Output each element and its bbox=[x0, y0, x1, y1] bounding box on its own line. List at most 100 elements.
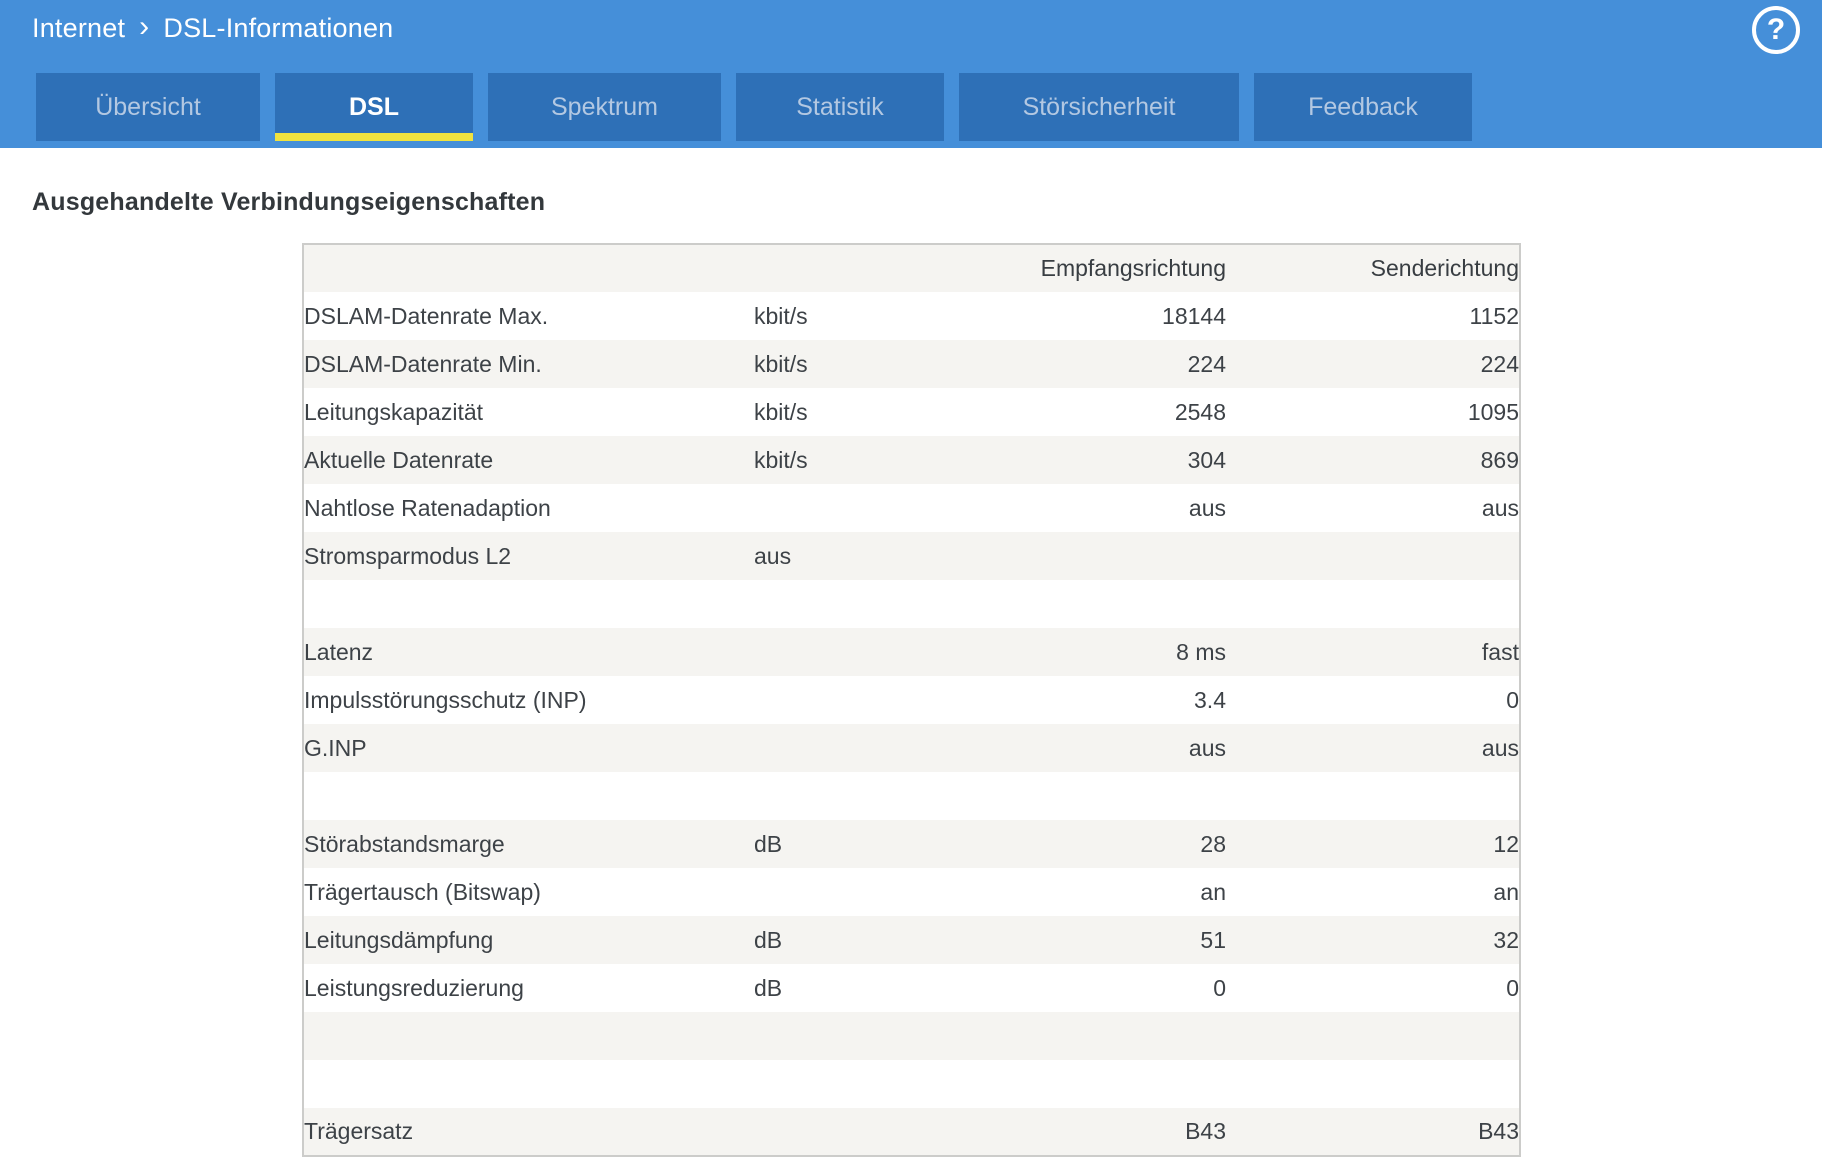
row-unit: dB bbox=[754, 830, 783, 857]
row-value-empfangsrichtung: B43 bbox=[1185, 1118, 1226, 1144]
row-label: DSLAM-Datenrate Min. bbox=[304, 350, 542, 377]
row-spacer-cell bbox=[754, 1060, 954, 1108]
row-label: Leistungsreduzierung bbox=[304, 974, 524, 1001]
spacer-row bbox=[303, 580, 1520, 628]
row-value-senderichtung: 1152 bbox=[1469, 302, 1519, 329]
row-label: Leitungsdämpfung bbox=[304, 926, 494, 953]
tab-dsl[interactable]: DSL bbox=[275, 73, 473, 141]
row-spacer-cell bbox=[303, 772, 754, 820]
row-value-empfangsrichtung bbox=[954, 532, 1226, 580]
row-value-senderichtung: 12 bbox=[1493, 830, 1519, 857]
spacer-row bbox=[303, 1060, 1520, 1108]
row-value-senderichtung: fast bbox=[1481, 638, 1519, 665]
row-value-empfangsrichtung: aus bbox=[1188, 734, 1226, 761]
row-spacer-cell bbox=[954, 1060, 1226, 1108]
row-value-empfangsrichtung: 224 bbox=[1187, 350, 1226, 377]
header-senderichtung: Senderichtung bbox=[1370, 255, 1519, 281]
table-row: Leitungskapazität kbit/s 2548 1095 bbox=[303, 388, 1520, 436]
table-row: Leitungsdämpfung dB 51 32 bbox=[303, 916, 1520, 964]
row-value-empfangsrichtung: 51 bbox=[1200, 926, 1226, 953]
row-value-empfangsrichtung: 3.4 bbox=[1194, 686, 1226, 713]
row-value-empfangsrichtung: 18144 bbox=[1162, 302, 1226, 329]
row-unit bbox=[754, 484, 954, 532]
row-value-empfangsrichtung: an bbox=[1200, 878, 1226, 905]
breadcrumb: Internet › DSL-Informationen bbox=[32, 9, 394, 44]
row-spacer-cell bbox=[1226, 1060, 1520, 1108]
header-empfangsrichtung: Empfangsrichtung bbox=[1040, 255, 1226, 281]
row-value-senderichtung: 1095 bbox=[1467, 398, 1519, 425]
table-row: Trägersatz B43 B43 bbox=[303, 1108, 1520, 1156]
row-value-senderichtung: 0 bbox=[1506, 686, 1519, 713]
header-unit bbox=[754, 244, 954, 292]
top-header: Internet › DSL-Informationen ? Übersicht… bbox=[0, 0, 1822, 148]
row-label: DSLAM-Datenrate Max. bbox=[304, 302, 549, 329]
tab-spektrum[interactable]: Spektrum bbox=[488, 73, 721, 141]
tab-uebersicht[interactable]: Übersicht bbox=[36, 73, 260, 141]
row-label: Trägertausch (Bitswap) bbox=[304, 878, 541, 905]
row-value-senderichtung: B43 bbox=[1478, 1118, 1519, 1144]
row-value-senderichtung: an bbox=[1493, 878, 1519, 905]
row-unit: kbit/s bbox=[754, 398, 808, 425]
row-unit: kbit/s bbox=[754, 302, 808, 329]
row-unit bbox=[754, 1108, 954, 1156]
help-icon[interactable]: ? bbox=[1752, 6, 1800, 54]
row-value-empfangsrichtung: 0 bbox=[1213, 974, 1226, 1001]
row-unit bbox=[754, 868, 954, 916]
row-spacer-cell bbox=[954, 772, 1226, 820]
row-unit: aus bbox=[754, 542, 792, 569]
row-label: G.INP bbox=[304, 734, 367, 761]
breadcrumb-internet[interactable]: Internet bbox=[32, 13, 126, 43]
row-value-senderichtung: aus bbox=[1481, 734, 1519, 761]
tab-bar: Übersicht DSL Spektrum Statistik Störsic… bbox=[36, 73, 1472, 141]
table-row: Impulsstörungsschutz (INP) 3.4 0 bbox=[303, 676, 1520, 724]
row-spacer-cell bbox=[954, 1012, 1226, 1060]
row-spacer-cell bbox=[754, 580, 954, 628]
header-label bbox=[303, 244, 754, 292]
row-spacer-cell bbox=[303, 1060, 754, 1108]
table-row: Leistungsreduzierung dB 0 0 bbox=[303, 964, 1520, 1012]
row-spacer-cell bbox=[1226, 580, 1520, 628]
main-content: Ausgehandelte Verbindungseigenschaften E… bbox=[0, 188, 1822, 1157]
row-spacer-cell bbox=[1226, 1012, 1520, 1060]
row-value-empfangsrichtung: 2548 bbox=[1174, 398, 1226, 425]
row-value-senderichtung: aus bbox=[1481, 494, 1519, 521]
row-value-senderichtung: 0 bbox=[1506, 974, 1519, 1001]
table-row: Nahtlose Ratenadaption aus aus bbox=[303, 484, 1520, 532]
table-header-row: Empfangsrichtung Senderichtung bbox=[303, 244, 1520, 292]
table-row: Störabstandsmarge dB 28 12 bbox=[303, 820, 1520, 868]
tab-stoersicherheit[interactable]: Störsicherheit bbox=[959, 73, 1239, 141]
row-label: Latenz bbox=[304, 638, 374, 665]
row-label: Störabstandsmarge bbox=[304, 830, 505, 857]
table-row: Trägertausch (Bitswap) an an bbox=[303, 868, 1520, 916]
chevron-right-icon: › bbox=[139, 9, 150, 43]
row-unit bbox=[754, 724, 954, 772]
row-value-empfangsrichtung: aus bbox=[1188, 494, 1226, 521]
row-label: Nahtlose Ratenadaption bbox=[304, 494, 551, 521]
spacer-row bbox=[303, 772, 1520, 820]
table-row: DSLAM-Datenrate Min. kbit/s 224 224 bbox=[303, 340, 1520, 388]
tab-feedback[interactable]: Feedback bbox=[1254, 73, 1472, 141]
table-row: G.INP aus aus bbox=[303, 724, 1520, 772]
row-unit: dB bbox=[754, 926, 783, 953]
row-label: Trägersatz bbox=[304, 1118, 414, 1144]
row-value-empfangsrichtung: 8 ms bbox=[1176, 638, 1226, 665]
row-spacer-cell bbox=[303, 580, 754, 628]
row-spacer-cell bbox=[754, 772, 954, 820]
row-value-empfangsrichtung: 28 bbox=[1200, 830, 1226, 857]
row-value-empfangsrichtung: 304 bbox=[1187, 446, 1226, 473]
row-unit bbox=[754, 628, 954, 676]
row-unit: kbit/s bbox=[754, 446, 808, 473]
row-label: Leitungskapazität bbox=[304, 398, 484, 425]
table-row: Latenz 8 ms fast bbox=[303, 628, 1520, 676]
connection-properties-table-wrap: Empfangsrichtung Senderichtung DSLAM-Dat… bbox=[302, 243, 1822, 1157]
breadcrumb-current-page: DSL-Informationen bbox=[163, 13, 394, 43]
row-spacer-cell bbox=[954, 580, 1226, 628]
table-row: Stromsparmodus L2 aus bbox=[303, 532, 1520, 580]
row-value-senderichtung: 224 bbox=[1480, 350, 1519, 377]
tab-statistik[interactable]: Statistik bbox=[736, 73, 944, 141]
page-title: Ausgehandelte Verbindungseigenschaften bbox=[32, 188, 546, 216]
row-unit: kbit/s bbox=[754, 350, 808, 377]
row-value-senderichtung: 32 bbox=[1493, 926, 1519, 953]
table-row: Aktuelle Datenrate kbit/s 304 869 bbox=[303, 436, 1520, 484]
row-value-senderichtung: 869 bbox=[1480, 446, 1519, 473]
